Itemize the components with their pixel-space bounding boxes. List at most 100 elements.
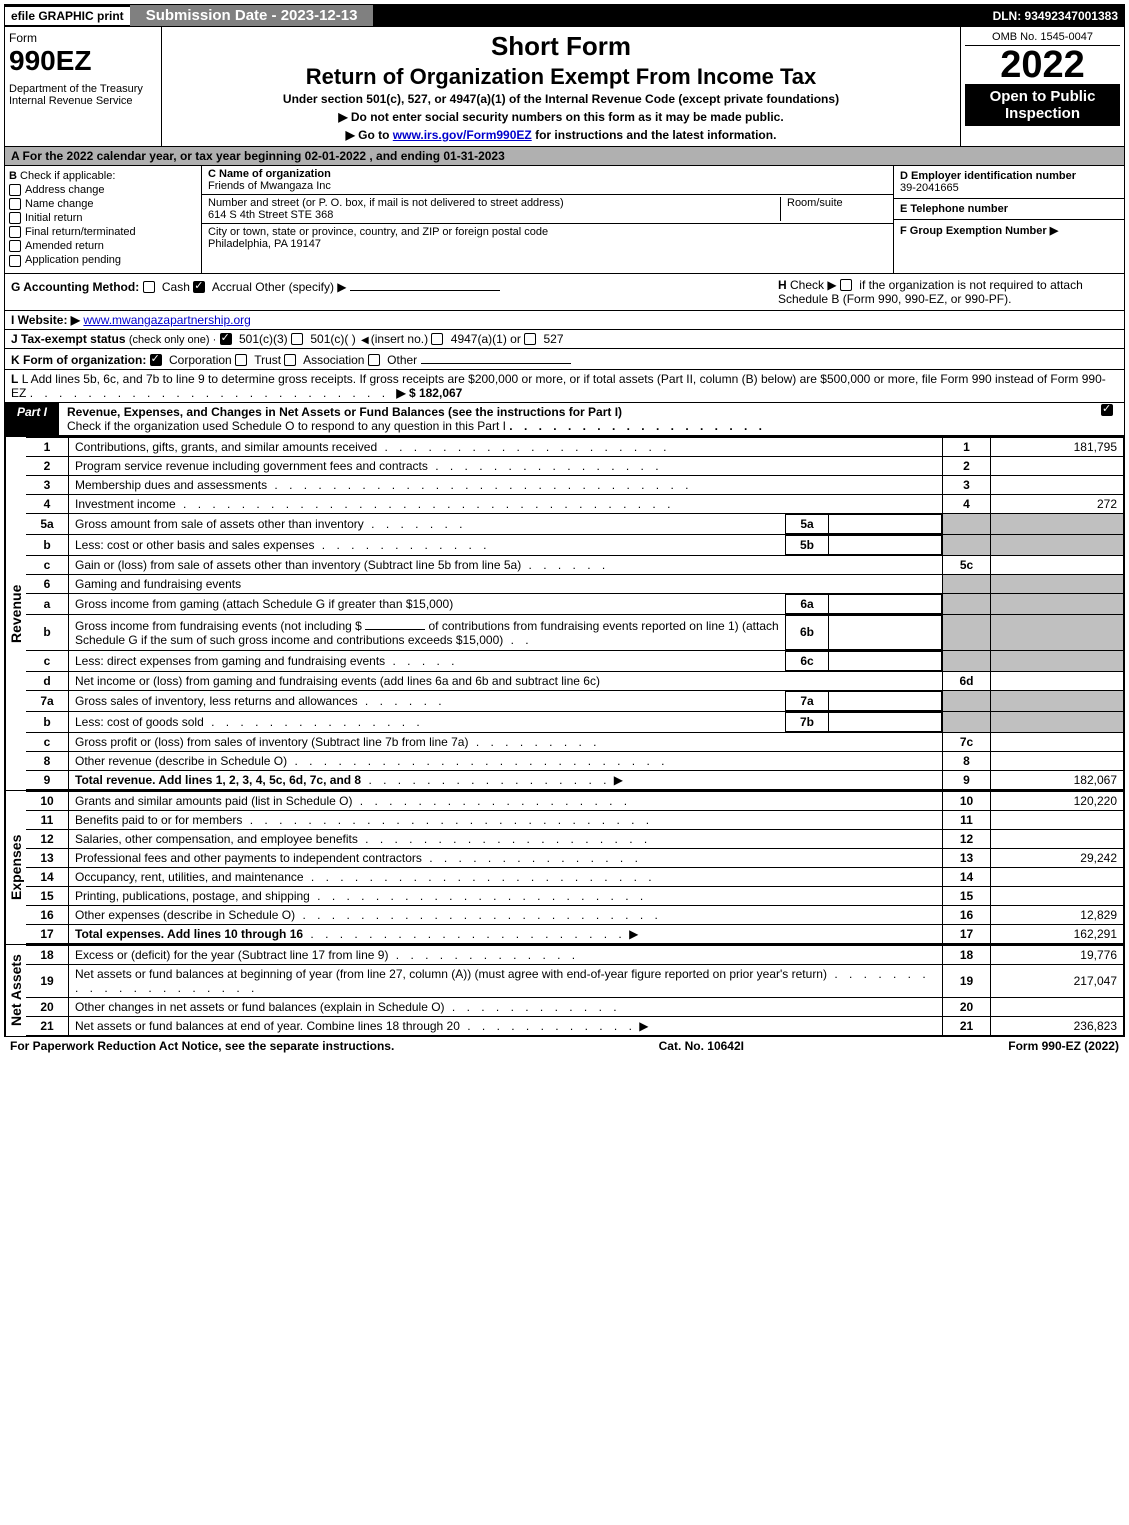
h-letter: H xyxy=(778,278,787,292)
irs-link[interactable]: www.irs.gov/Form990EZ xyxy=(393,128,532,142)
check-initial-return[interactable]: Initial return xyxy=(9,212,197,224)
netassets-table: 18 Excess or (deficit) for the year (Subt… xyxy=(26,945,1124,1036)
lr: 14 xyxy=(943,867,991,886)
lt: Investment income xyxy=(75,497,176,511)
lt: Net assets or fund balances at beginning… xyxy=(75,967,827,981)
ln: 10 xyxy=(26,791,69,810)
check-trust[interactable] xyxy=(235,354,247,366)
opt-501c: 501(c)( ) xyxy=(310,332,355,346)
part-1-title: Revenue, Expenses, and Changes in Net As… xyxy=(59,403,1094,435)
la: 181,795 xyxy=(991,437,1124,456)
ln: 21 xyxy=(26,1016,69,1035)
lt: Membership dues and assessments xyxy=(75,478,267,492)
block-identity: B Check if applicable: Address change Na… xyxy=(5,165,1124,274)
check-corporation[interactable] xyxy=(150,354,162,366)
check-label-0: Address change xyxy=(25,184,105,196)
check-501c3[interactable] xyxy=(220,333,232,345)
form-word: Form xyxy=(9,31,37,45)
opt-assoc: Association xyxy=(303,353,364,367)
ln: 13 xyxy=(26,848,69,867)
la xyxy=(991,534,1124,555)
lt: Excess or (deficit) for the year (Subtra… xyxy=(75,948,388,962)
ln: 7a xyxy=(26,690,69,711)
cash-label: Cash xyxy=(162,280,190,294)
la xyxy=(991,732,1124,751)
check-527[interactable] xyxy=(524,333,536,345)
opt-other: Other xyxy=(387,353,417,367)
sa xyxy=(829,594,942,613)
check-501c[interactable] xyxy=(291,333,303,345)
lt: Total expenses. Add lines 10 through 16 xyxy=(75,927,303,941)
la: 182,067 xyxy=(991,770,1124,789)
la: 19,776 xyxy=(991,945,1124,964)
sa xyxy=(829,514,942,533)
ln: 5a xyxy=(26,513,69,534)
lr: 19 xyxy=(943,964,991,997)
la xyxy=(991,456,1124,475)
la: 120,220 xyxy=(991,791,1124,810)
la xyxy=(991,867,1124,886)
check-other-org[interactable] xyxy=(368,354,380,366)
lr: 20 xyxy=(943,997,991,1016)
note2-suffix: for instructions and the latest informat… xyxy=(532,128,777,142)
ein-value: 39-2041665 xyxy=(900,182,1118,194)
line-19: 19 Net assets or fund balances at beginni… xyxy=(26,964,1124,997)
lr xyxy=(943,513,991,534)
ln: b xyxy=(26,534,69,555)
check-amended-return[interactable]: Amended return xyxy=(9,240,197,252)
ln: a xyxy=(26,593,69,614)
line-4: 4Investment income . . . . . . . . . . .… xyxy=(26,494,1124,513)
department-label: Department of the Treasury Internal Reve… xyxy=(9,83,157,107)
website-link[interactable]: www.mwangazapartnership.org xyxy=(83,313,250,327)
line-9: 9Total revenue. Add lines 1, 2, 3, 4, 5c… xyxy=(26,770,1124,789)
check-association[interactable] xyxy=(284,354,296,366)
ln: c xyxy=(26,732,69,751)
top-bar: efile GRAPHIC print Submission Date - 20… xyxy=(4,4,1125,27)
lr xyxy=(943,534,991,555)
lr: 21 xyxy=(943,1016,991,1035)
lt: Salaries, other compensation, and employ… xyxy=(75,832,358,846)
check-schedule-o[interactable] xyxy=(1101,404,1113,416)
header-right: OMB No. 1545-0047 2022 Open to Public In… xyxy=(961,27,1124,146)
lr xyxy=(943,650,991,671)
check-cash[interactable] xyxy=(143,281,155,293)
submission-date: Submission Date - 2023-12-13 xyxy=(130,5,374,26)
street-address: 614 S 4th Street STE 368 xyxy=(208,209,780,221)
line-8: 8Other revenue (describe in Schedule O) … xyxy=(26,751,1124,770)
lr: 12 xyxy=(943,829,991,848)
check-application-pending[interactable]: Application pending xyxy=(9,254,197,266)
check-final-return[interactable]: Final return/terminated xyxy=(9,226,197,238)
form-header: Form 990EZ Department of the Treasury In… xyxy=(5,27,1124,147)
check-not-required[interactable] xyxy=(840,279,852,291)
line-6c: cLess: direct expenses from gaming and f… xyxy=(26,650,1124,671)
lr: 4 xyxy=(943,494,991,513)
check-address-change[interactable]: Address change xyxy=(9,184,197,196)
lt: Less: direct expenses from gaming and fu… xyxy=(75,654,385,668)
line-20: 20Other changes in net assets or fund ba… xyxy=(26,997,1124,1016)
ln: 18 xyxy=(26,945,69,964)
check-name-change[interactable]: Name change xyxy=(9,198,197,210)
lr xyxy=(943,593,991,614)
part-1-header: Part I Revenue, Expenses, and Changes in… xyxy=(5,402,1124,436)
lt: Gaming and fundraising events xyxy=(69,574,943,593)
line-11: 11Benefits paid to or for members . . . … xyxy=(26,810,1124,829)
revenue-table: 1Contributions, gifts, grants, and simil… xyxy=(26,437,1124,790)
lt: Gross sales of inventory, less returns a… xyxy=(75,694,358,708)
other-org-input[interactable] xyxy=(421,351,571,364)
line-6d: dNet income or (loss) from gaming and fu… xyxy=(26,671,1124,690)
lt: Grants and similar amounts paid (list in… xyxy=(75,794,352,808)
room-label: Room/suite xyxy=(787,197,887,209)
other-input[interactable] xyxy=(350,278,500,291)
opt-501c3: 501(c)(3) xyxy=(239,332,288,346)
sa xyxy=(829,535,942,554)
i-label: I Website: ▶ xyxy=(11,313,80,327)
contrib-input[interactable] xyxy=(365,617,425,630)
check-accrual[interactable] xyxy=(193,281,205,293)
expenses-vlabel: Expenses xyxy=(5,791,26,944)
expenses-table: 10 Grants and similar amounts paid (list … xyxy=(26,791,1124,944)
row-k-org-form: K Form of organization: Corporation Trus… xyxy=(5,349,1124,370)
la xyxy=(991,650,1124,671)
sn: 5b xyxy=(786,535,829,554)
check-4947[interactable] xyxy=(431,333,443,345)
la xyxy=(991,555,1124,574)
